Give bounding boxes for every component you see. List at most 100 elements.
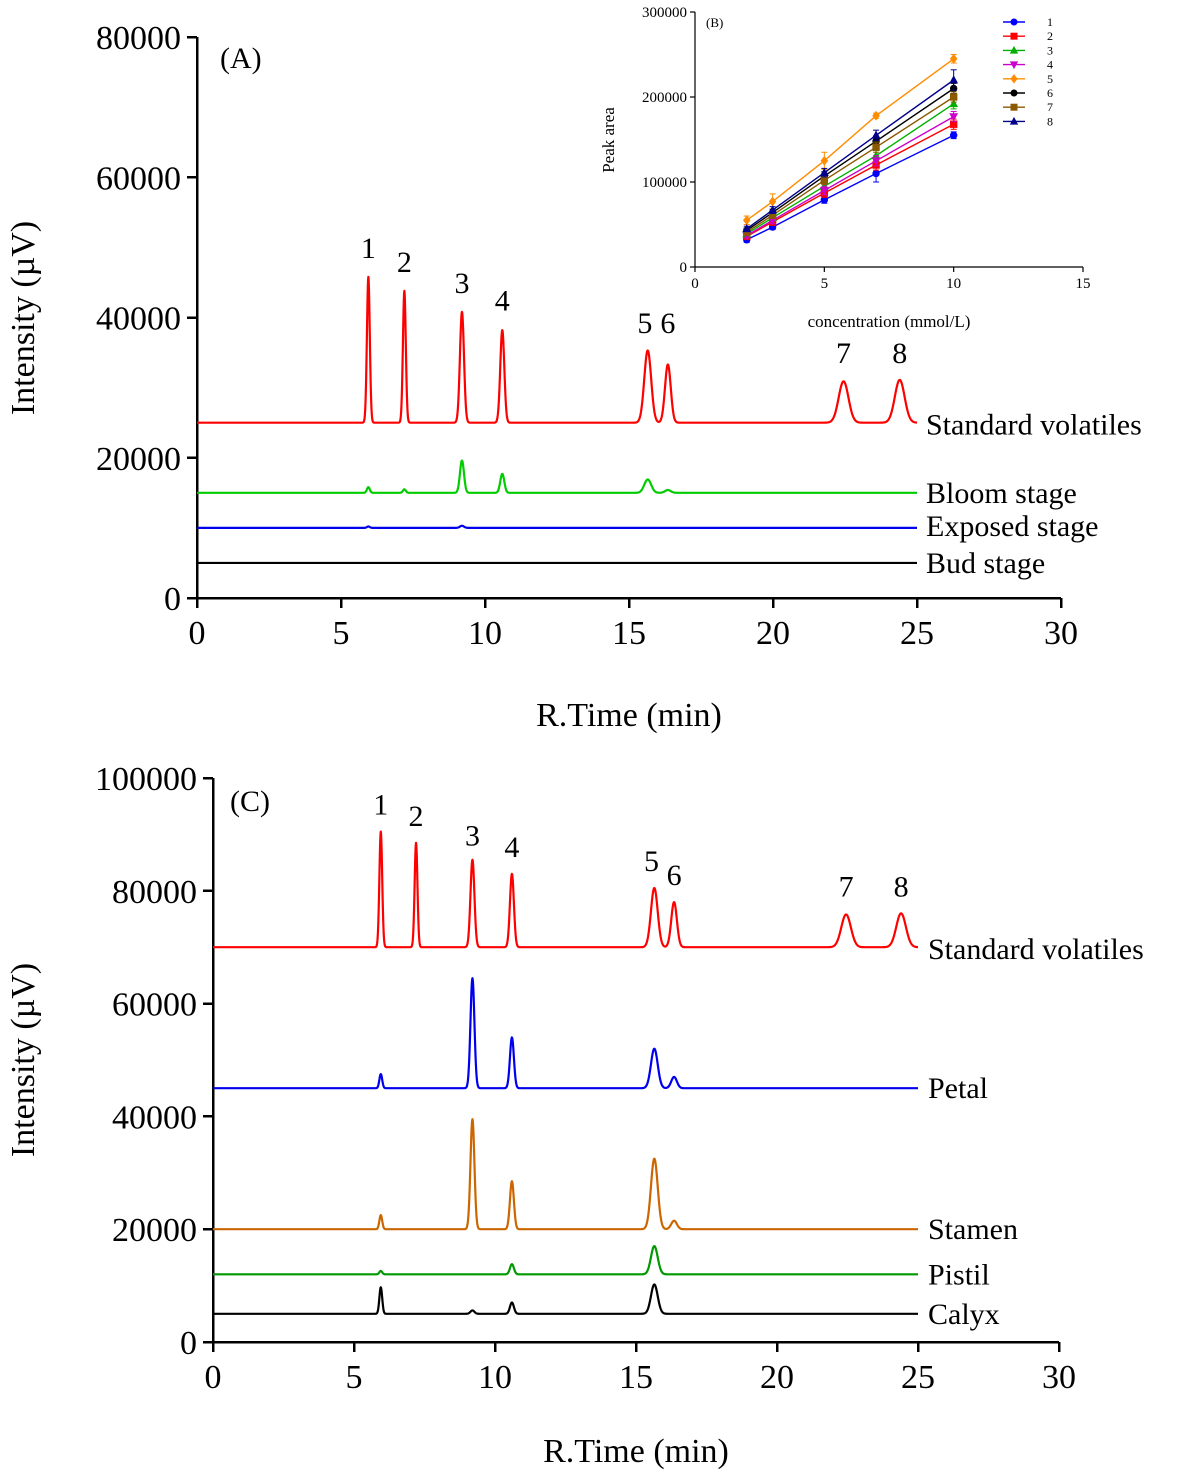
data-point-4 [949, 113, 959, 122]
legend-label: 7 [1047, 100, 1053, 114]
y-tick-label: 300000 [642, 5, 687, 21]
panel-c-x-axis-title: R.Time (min) [543, 1433, 729, 1470]
x-tick-label: 5 [333, 615, 350, 652]
series-label: Stamen [928, 1213, 1018, 1246]
data-point-7 [949, 93, 958, 101]
peak-number-label: 1 [361, 232, 376, 265]
peak-number-label: 2 [409, 800, 424, 833]
x-tick-label: 10 [478, 1359, 512, 1396]
x-tick-label: 10 [946, 276, 961, 292]
data-point-4 [871, 157, 881, 166]
y-tick-label: 0 [180, 1325, 197, 1362]
calibration-line-1 [746, 134, 955, 241]
data-point-8 [871, 130, 881, 139]
calibration-line-3 [746, 103, 955, 235]
x-tick-label: 5 [346, 1359, 363, 1396]
peak-number-label: 7 [836, 337, 851, 370]
peak-number-label: 6 [660, 307, 675, 340]
panel-a-chromatogram: (A) R.Time (min) Intensity (µV) 0 5 10 15 20… [5, 20, 1142, 734]
series-trace-stamen [212, 1118, 919, 1231]
series-label: Exposed stage [926, 510, 1098, 543]
legend-label: 6 [1047, 86, 1053, 100]
x-tick-label: 30 [1042, 1359, 1076, 1396]
data-point-8 [768, 205, 778, 214]
series-trace-standard-volatiles [196, 275, 918, 424]
peak-number-label: 8 [892, 337, 907, 370]
data-point-5 [949, 53, 958, 64]
panel-b-x-axis-title: concentration (mmol/L) [808, 312, 971, 331]
y-tick-label: 200000 [642, 90, 687, 106]
series-label: Standard volatiles [926, 409, 1142, 442]
y-tick-label: 60000 [112, 987, 197, 1024]
data-point-1 [949, 131, 958, 139]
data-point-5 [768, 196, 777, 207]
series-label: Pistil [928, 1258, 990, 1291]
peak-number-label: 2 [397, 246, 412, 279]
calibration-line-2 [746, 123, 955, 238]
series-label: Standard volatiles [928, 933, 1144, 966]
y-tick-label: 80000 [112, 874, 197, 911]
series-label: Calyx [928, 1298, 1000, 1331]
legend-label: 3 [1047, 43, 1053, 57]
y-tick-label: 0 [164, 581, 181, 618]
series-trace-bloom-stage [196, 459, 918, 494]
calibration-line-8 [746, 79, 955, 230]
legend-marker [1010, 103, 1018, 111]
legend-label: 2 [1047, 29, 1053, 43]
legend-marker [1010, 89, 1018, 97]
legend-marker [1010, 18, 1018, 26]
series-trace-exposed-stage [196, 524, 918, 529]
x-tick-label: 15 [612, 615, 646, 652]
calibration-line-5 [746, 58, 955, 221]
peak-number-label: 5 [644, 845, 659, 878]
legend-marker [1010, 32, 1018, 40]
legend-label: 5 [1047, 72, 1053, 86]
calibration-line-7 [746, 96, 955, 233]
x-tick-label: 15 [1076, 276, 1091, 292]
peak-number-label: 8 [894, 870, 909, 903]
data-point-5 [742, 215, 751, 226]
legend-marker [1010, 74, 1018, 84]
peak-number-label: 5 [637, 307, 652, 340]
legend-label: 4 [1047, 58, 1053, 72]
y-tick-label: 20000 [112, 1212, 197, 1249]
series-trace-pistil [212, 1245, 919, 1276]
peak-number-label: 6 [667, 859, 682, 892]
peak-number-label: 3 [465, 820, 480, 853]
x-tick-label: 20 [760, 1359, 794, 1396]
panel-b-label: (B) [706, 15, 723, 30]
x-tick-label: 0 [205, 1359, 222, 1396]
panel-c-chromatogram: (C) R.Time (min) Intensity (µV) 0 5 10 15 20… [5, 761, 1144, 1470]
x-tick-label: 5 [821, 276, 829, 292]
data-point-8 [742, 224, 752, 233]
calibration-line-6 [746, 87, 955, 231]
x-tick-label: 25 [901, 1359, 935, 1396]
legend-marker [1009, 116, 1019, 125]
data-point-7 [820, 176, 829, 184]
data-point-8 [949, 75, 959, 84]
y-tick-label: 20000 [96, 441, 181, 478]
x-tick-label: 10 [468, 615, 502, 652]
peak-number-label: 3 [454, 267, 469, 300]
data-point-5 [872, 110, 880, 121]
panel-c-label: (C) [230, 785, 270, 818]
x-tick-label: 0 [189, 615, 206, 652]
x-tick-label: 30 [1044, 615, 1078, 652]
data-point-3 [949, 99, 959, 108]
x-tick-label: 15 [619, 1359, 653, 1396]
peak-number-label: 1 [373, 789, 388, 822]
peak-number-label: 7 [839, 870, 854, 903]
y-tick-label: 60000 [96, 160, 181, 197]
y-tick-label: 80000 [96, 20, 181, 57]
x-tick-label: 25 [900, 615, 934, 652]
data-point-5 [820, 155, 829, 166]
peak-number-label: 4 [495, 284, 510, 317]
legend-label: 1 [1047, 15, 1053, 29]
legend-label: 8 [1047, 114, 1053, 128]
series-trace-standard-volatiles [212, 830, 919, 949]
y-tick-label: 100000 [95, 761, 197, 798]
calibration-line-4 [746, 115, 955, 237]
y-tick-label: 100000 [642, 175, 687, 191]
